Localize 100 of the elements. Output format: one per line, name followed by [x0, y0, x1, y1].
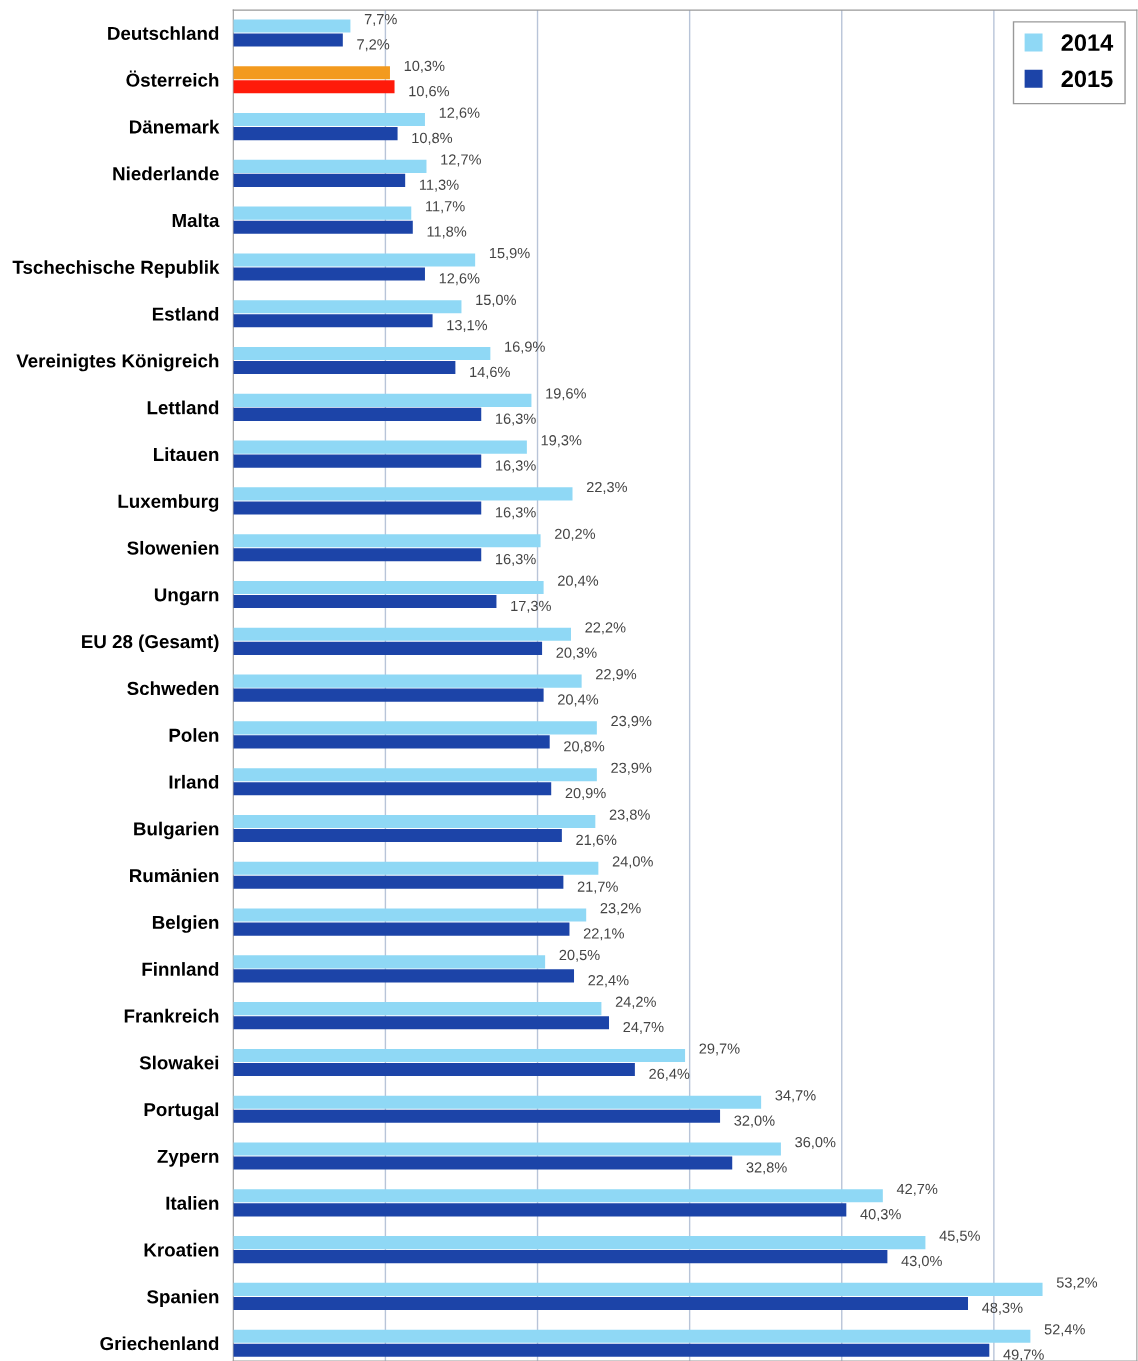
bar: [233, 206, 412, 220]
data-label: 48,3%: [982, 1302, 1023, 1315]
bar: [233, 735, 550, 749]
data-label: 24,7%: [623, 1021, 664, 1034]
bar: [233, 969, 575, 983]
y-tick-label: Luxemburg: [118, 494, 219, 512]
bar: [233, 641, 543, 655]
data-label: 24,0%: [612, 856, 653, 869]
data-label: 10,8%: [412, 132, 453, 145]
bar: [233, 1329, 1031, 1343]
data-label: 23,9%: [611, 762, 652, 775]
bar: [233, 627, 571, 641]
data-label: 40,3%: [860, 1209, 901, 1222]
y-tick-label: Vereinigtes Königreich: [16, 353, 219, 372]
bar: [233, 267, 425, 281]
data-label: 53,2%: [1056, 1277, 1098, 1290]
bar: [233, 393, 532, 407]
bar: [233, 768, 597, 782]
y-tick-label: EU 28 (Gesamt): [82, 634, 219, 652]
y-tick-label: Zypern: [157, 1149, 219, 1167]
bar: [233, 346, 491, 361]
y-tick-label: Slowenien: [127, 540, 219, 555]
y-tick-label: Litauen: [153, 447, 219, 462]
bar: [233, 501, 482, 515]
bar: [233, 1296, 969, 1310]
y-tick-label: Irland: [169, 774, 219, 789]
bar: [233, 80, 395, 94]
bar: [233, 440, 527, 454]
data-label: 20,4%: [558, 694, 599, 707]
data-label: 20,5%: [559, 949, 600, 962]
bar: [233, 922, 570, 936]
bar: [233, 407, 482, 421]
data-label: 22,3%: [586, 481, 628, 494]
data-label: 20,9%: [565, 787, 606, 800]
bar: [233, 828, 562, 843]
bar: [233, 955, 546, 969]
bar: [233, 1109, 721, 1123]
data-label: 29,7%: [699, 1043, 740, 1056]
data-label: 16,3%: [496, 553, 536, 566]
data-label: 23,8%: [609, 809, 650, 822]
bar: [233, 113, 425, 127]
data-label: 12,6%: [439, 273, 480, 286]
data-label: 16,3%: [496, 413, 536, 426]
data-label: 10,3%: [404, 60, 445, 73]
data-label: 34,7%: [775, 1090, 816, 1103]
data-label: 23,9%: [611, 715, 652, 728]
bar: [233, 454, 482, 468]
y-tick-label: Malta: [172, 213, 220, 228]
data-label: 17,3%: [511, 600, 551, 613]
data-label: 7,2%: [357, 39, 390, 52]
bar: [233, 300, 462, 314]
y-tick-label: Lettland: [147, 400, 219, 415]
data-label: 52,4%: [1044, 1324, 1085, 1337]
bar: [233, 861, 599, 875]
data-label: 12,6%: [439, 107, 480, 120]
y-tick-label: Slowakei: [139, 1055, 219, 1070]
bar: [233, 66, 390, 80]
data-label: 20,2%: [554, 528, 596, 541]
bar: [233, 1062, 635, 1077]
y-tick-label: Dänemark: [129, 119, 220, 134]
y-tick-label: Belgien: [152, 915, 219, 933]
bar: [233, 314, 433, 328]
data-label: 22,4%: [588, 975, 629, 988]
data-label: 21,7%: [577, 881, 618, 894]
bar: [233, 253, 476, 267]
data-label: 15,9%: [489, 247, 530, 260]
data-label: 7,7%: [364, 14, 397, 26]
data-label: 13,1%: [447, 319, 488, 333]
data-label: 21,6%: [576, 834, 617, 847]
data-label: 15,0%: [476, 294, 516, 307]
y-tick-label: Griechenland: [100, 1336, 219, 1351]
bar: [233, 19, 351, 33]
data-label: 26,4%: [649, 1068, 690, 1081]
data-label: 45,5%: [939, 1230, 980, 1243]
y-tick-label: Polen: [169, 728, 219, 742]
bar: [233, 33, 343, 47]
data-label: 23,2%: [600, 903, 641, 916]
bar: [233, 580, 544, 595]
data-label: 16,3%: [496, 507, 536, 520]
bar: [233, 782, 552, 796]
y-tick-label: Tschechische Republik: [12, 260, 220, 278]
data-label: 19,6%: [546, 388, 586, 401]
y-tick-label: Schweden: [127, 681, 219, 696]
data-label: 36,0%: [795, 1137, 836, 1150]
data-label: 49,7%: [1003, 1349, 1044, 1361]
bar: [233, 1095, 762, 1109]
bar: [233, 908, 587, 922]
bar: [233, 548, 482, 562]
bar: [233, 594, 497, 609]
data-label: 32,8%: [746, 1162, 787, 1175]
bar: [233, 127, 398, 141]
data-label: 22,1%: [583, 928, 624, 941]
bar: [233, 1016, 610, 1030]
data-label: 14,6%: [470, 366, 510, 379]
bar: [233, 1343, 990, 1357]
bar: [233, 159, 427, 173]
bar: [233, 814, 596, 829]
y-tick-label: Estland: [152, 306, 219, 321]
legend-label: 2014: [1061, 34, 1114, 52]
y-tick-label: Rumänien: [130, 868, 219, 883]
